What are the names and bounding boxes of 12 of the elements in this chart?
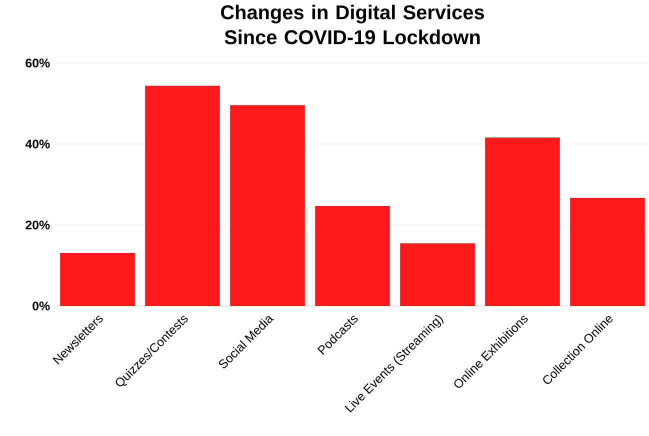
bar — [485, 138, 560, 306]
bar — [145, 86, 220, 306]
y-tick-label: 0% — [32, 302, 50, 310]
y-tick-label: 40% — [25, 140, 50, 148]
bar — [400, 243, 475, 306]
bar — [60, 252, 135, 306]
bar — [230, 105, 305, 306]
y-tick-label: 60% — [26, 58, 50, 68]
chart-title: Changes in Digital Services Since COVID-19 Lockdown — [221, 4, 484, 44]
y-tick-label: 20% — [26, 220, 50, 230]
bar — [570, 198, 645, 306]
bar — [315, 206, 390, 306]
